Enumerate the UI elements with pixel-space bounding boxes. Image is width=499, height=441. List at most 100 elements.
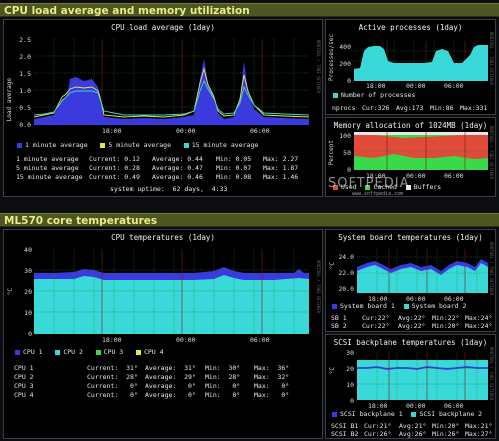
cpu-xtick: 18:00 [102, 127, 122, 135]
scsi-xtick: 18:00 [368, 402, 388, 410]
active-processes-panel: Active processes (1day) Processes/sec RR… [325, 19, 496, 115]
cpu-stat-average: Average: 0.44 [152, 155, 203, 163]
scsi-temps-panel: SCSI backplane temperatures (1day) °C RR… [325, 334, 496, 439]
cput-stat-average: Average: 31° [145, 364, 196, 372]
proc-stat-average: Avg:173 [396, 104, 424, 112]
cput-ytick: 20 [24, 288, 32, 296]
scsi-temps-title: SCSI backplane temperatures (1day) [333, 338, 488, 347]
scsi-stat-current: Cur:21° [364, 422, 392, 430]
proc-stat-max: Max:331 [460, 104, 488, 112]
cpu-stat-current: Current: 0.12 [89, 155, 140, 163]
proc-ytick: 0 [347, 77, 351, 85]
cpu-load-panel: CPU load average (1day) Load average RRD… [3, 19, 323, 197]
cpu-ytick: 0.5 [19, 104, 31, 112]
cpu-load-plot [34, 39, 309, 125]
cput-legend-item: CPU 2 [54, 348, 83, 356]
board-xtick: 06:00 [444, 295, 464, 303]
mem-xtick: 06:00 [444, 172, 464, 180]
cput-xtick: 00:00 [176, 336, 196, 344]
cpu-stat-average: Average: 0.46 [152, 173, 203, 181]
proc-legend-item: Number of processes [332, 91, 415, 99]
cput-ytick: 40 [24, 246, 32, 254]
scsi-legend-item: SCSI backplane 2 [410, 410, 482, 418]
mem-ytick: 0 [347, 166, 351, 174]
cpu-stat-max: Max: 1.46 [263, 173, 299, 181]
cput-stat-name: CPU 1 [14, 364, 34, 372]
board-temps-plot [357, 249, 488, 293]
cpu-legend-item: 1 minute average [16, 141, 88, 149]
mem-ytick: 50 [343, 149, 351, 157]
scsi-stat-max: Max:21° [465, 422, 493, 430]
mem-legend-item: Buffers [404, 183, 441, 191]
cpu-legend-item: 15 minute average [182, 141, 258, 149]
cpu-load-title: CPU load average (1day) [111, 23, 215, 32]
mem-ytick: 100 [339, 132, 351, 140]
cput-legend: CPU 1 CPU 2 CPU 3 CPU 4 [14, 348, 164, 356]
cpu-ytick: 1.0 [19, 87, 31, 95]
cput-legend-item: CPU 1 [14, 348, 43, 356]
board-stat-max: Max:24° [465, 322, 493, 330]
softpedia-watermark: SOFTPEDIA [328, 176, 410, 191]
cput-legend-item: CPU 3 [94, 348, 123, 356]
cpu-temps-title: CPU temperatures (1day) [111, 233, 215, 242]
cput-stat-average: Average: 0° [145, 382, 196, 390]
mem-legend: Used Cached Buffers [332, 183, 441, 191]
board-temps-ylabel: °C [329, 262, 336, 270]
cpu-stat-min: Min: 0.07 [216, 164, 252, 172]
cput-ytick: 0 [28, 330, 32, 338]
section-title-cpu: CPU load average and memory utilization [0, 3, 499, 17]
proc-ytick: 200 [339, 60, 351, 68]
scsi-stat-max: Max:27° [465, 430, 493, 438]
cpu-stat-current: Current: 0.49 [89, 173, 140, 181]
cput-stat-max: Max: 0° [254, 391, 290, 399]
scsi-stat-name: SCSI B2 [331, 430, 359, 438]
scsi-legend-item: SCSI backplane 1 [331, 410, 403, 418]
active-processes-plot [354, 41, 488, 81]
mem-xtick: 00:00 [406, 172, 426, 180]
memory-title: Memory allocation of 1024MB (1day) [333, 121, 488, 130]
scsi-ytick: 30 [346, 349, 354, 357]
scsi-legend: SCSI backplane 1 SCSI backplane 2 [331, 410, 482, 418]
cpu-stat-max: Max: 2.27 [263, 155, 299, 163]
cpu-load-ylabel: Load average [6, 78, 13, 122]
proc-ytick: 400 [339, 43, 351, 51]
cpu-legend: 1 minute average 5 minute average 15 min… [16, 141, 258, 149]
cpu-ytick: 1.5 [19, 70, 31, 78]
active-processes-ylabel: Processes/sec [328, 34, 335, 81]
rrdtool-tag: RRDTOOL / TOBI OETIKER [489, 242, 494, 295]
cpu-ytick: 2.0 [19, 53, 31, 61]
board-stat-current: Cur:22° [362, 314, 390, 322]
cpu-stat-min: Min: 0.08 [216, 173, 252, 181]
mem-legend-item: Cached [364, 183, 397, 191]
cpu-temps-ylabel: °C [7, 288, 14, 296]
cpu-legend-item: 5 minute average [99, 141, 171, 149]
memory-plot [354, 132, 488, 170]
board-xtick: 00:00 [406, 295, 426, 303]
board-legend-item: System board 1 [331, 302, 395, 310]
cpu-stat-name: 1 minute average [16, 155, 79, 163]
board-temps-title: System board temperatures (1day) [338, 233, 483, 242]
scsi-stat-min: Min:20° [432, 422, 460, 430]
proc-xtick: 00:00 [406, 82, 426, 90]
cpu-temps-panel: CPU temperatures (1day) °C RRDTOOL / TOB… [3, 229, 323, 439]
rrdtool-tag: RRDTOOL / TOBI OETIKER [316, 40, 321, 93]
cpu-xtick: 00:00 [176, 127, 196, 135]
proc-stat-min: Min:86 [430, 104, 454, 112]
cput-stat-name: CPU 3 [14, 382, 34, 390]
board-legend-item: System board 2 [402, 302, 466, 310]
proc-xtick: 06:00 [444, 82, 464, 90]
board-legend: System board 1 System board 2 [331, 302, 466, 310]
cput-stat-current: Current: 0° [87, 391, 138, 399]
cpu-stat-min: Min: 0.05 [216, 155, 252, 163]
proc-stat-name: nprocs [332, 104, 356, 112]
proc-stat-current: Cur:326 [362, 104, 390, 112]
cpu-ytick: 2.5 [19, 36, 31, 44]
cput-xtick: 18:00 [102, 336, 122, 344]
cput-ytick: 10 [24, 309, 32, 317]
board-xtick: 18:00 [368, 295, 388, 303]
cput-stat-current: Current: 28° [87, 373, 138, 381]
softpedia-watermark-url: www.softpedia.com [352, 191, 404, 197]
cpu-ytick: 0.0 [19, 121, 31, 129]
board-ytick: 22.0 [338, 269, 354, 277]
rrdtool-tag: RRDTOOL / TOBI OETIKER [489, 126, 494, 179]
